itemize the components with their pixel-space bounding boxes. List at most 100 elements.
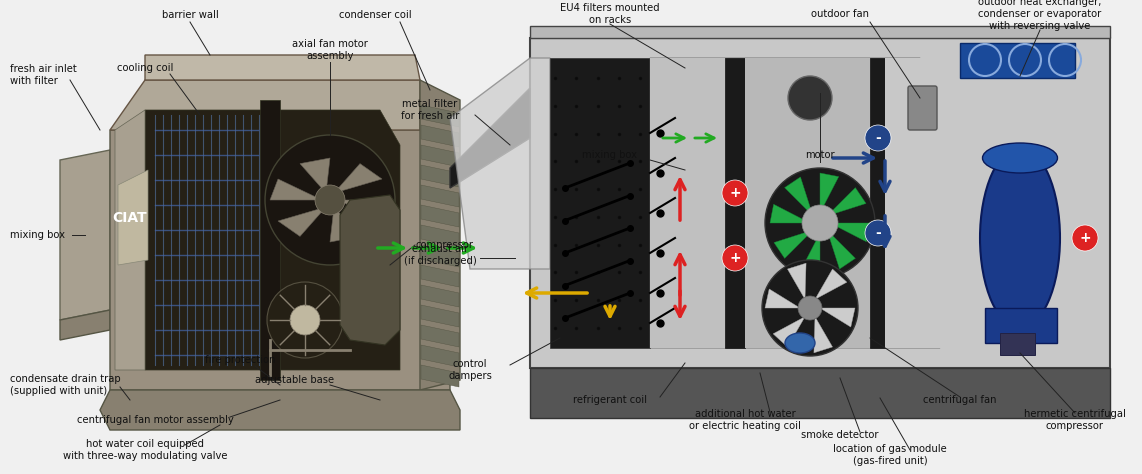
Text: fire protection: fire protection — [204, 355, 275, 365]
Polygon shape — [450, 88, 530, 188]
Text: outdoor heat exchanger,
condenser or evaporator
with reversing valve: outdoor heat exchanger, condenser or eva… — [979, 0, 1102, 31]
Polygon shape — [110, 130, 450, 390]
Polygon shape — [421, 145, 459, 167]
Polygon shape — [770, 204, 810, 223]
Polygon shape — [421, 325, 459, 347]
Circle shape — [315, 185, 345, 215]
Polygon shape — [830, 223, 870, 242]
Text: condenser coil: condenser coil — [339, 10, 411, 20]
FancyBboxPatch shape — [1000, 333, 1035, 355]
Polygon shape — [300, 158, 330, 193]
Text: CIAT: CIAT — [113, 211, 147, 225]
Text: -: - — [875, 226, 880, 240]
Polygon shape — [145, 55, 420, 80]
Text: +: + — [1079, 231, 1091, 245]
Polygon shape — [814, 317, 833, 353]
Circle shape — [788, 76, 833, 120]
Text: +: + — [730, 186, 741, 200]
Text: cooling coil: cooling coil — [116, 63, 174, 73]
Polygon shape — [788, 263, 806, 300]
Polygon shape — [421, 285, 459, 307]
Polygon shape — [745, 58, 870, 348]
Polygon shape — [421, 105, 459, 127]
Polygon shape — [421, 245, 459, 267]
FancyBboxPatch shape — [986, 308, 1057, 343]
Polygon shape — [421, 265, 459, 287]
Circle shape — [765, 168, 875, 278]
Polygon shape — [145, 110, 400, 370]
Text: motor: motor — [805, 150, 835, 160]
Ellipse shape — [785, 333, 815, 353]
Polygon shape — [61, 150, 110, 320]
Polygon shape — [61, 310, 110, 340]
Circle shape — [762, 260, 858, 356]
Ellipse shape — [982, 143, 1057, 173]
Polygon shape — [270, 179, 322, 200]
Text: outdoor fan: outdoor fan — [811, 9, 869, 19]
Polygon shape — [773, 317, 805, 347]
Text: EU4 filters mounted
on racks: EU4 filters mounted on racks — [561, 3, 660, 25]
Polygon shape — [815, 269, 847, 300]
Polygon shape — [115, 110, 145, 370]
Text: condensate drain trap
(supplied with unit): condensate drain trap (supplied with uni… — [10, 374, 121, 396]
Polygon shape — [421, 185, 459, 207]
Polygon shape — [802, 233, 820, 273]
Polygon shape — [885, 58, 1089, 348]
Ellipse shape — [980, 148, 1060, 328]
Polygon shape — [785, 177, 813, 216]
Circle shape — [722, 180, 748, 206]
Polygon shape — [421, 205, 459, 227]
Polygon shape — [421, 125, 459, 147]
Text: hot water coil equipped
with three-way modulating valve: hot water coil equipped with three-way m… — [63, 439, 227, 461]
Polygon shape — [118, 170, 148, 265]
Text: -: - — [875, 131, 880, 145]
Polygon shape — [421, 365, 459, 387]
Circle shape — [265, 135, 395, 265]
Polygon shape — [820, 173, 838, 213]
FancyBboxPatch shape — [530, 368, 1110, 418]
Text: mixing box: mixing box — [10, 230, 65, 240]
Text: hermetic centrifugal
compressor: hermetic centrifugal compressor — [1024, 409, 1126, 431]
Text: metal filter
for fresh air: metal filter for fresh air — [401, 99, 459, 121]
Text: refrigerant coil: refrigerant coil — [573, 395, 648, 405]
Polygon shape — [765, 289, 801, 308]
Polygon shape — [421, 305, 459, 327]
Polygon shape — [650, 58, 960, 348]
Text: additional hot water
or electric heating coil: additional hot water or electric heating… — [689, 409, 801, 431]
Text: location of gas module
(gas-fired unit): location of gas module (gas-fired unit) — [834, 444, 947, 466]
Circle shape — [864, 125, 891, 151]
FancyBboxPatch shape — [530, 38, 1110, 368]
Polygon shape — [827, 230, 855, 269]
Polygon shape — [827, 188, 866, 216]
Polygon shape — [333, 164, 381, 193]
Text: fresh air inlet
with filter: fresh air inlet with filter — [10, 64, 77, 86]
Polygon shape — [421, 225, 459, 247]
Text: centrifugal fan motor assembly: centrifugal fan motor assembly — [77, 415, 233, 425]
Text: smoke detector: smoke detector — [802, 430, 878, 440]
Text: compressor: compressor — [415, 240, 473, 250]
Polygon shape — [260, 100, 280, 380]
Polygon shape — [450, 58, 550, 269]
Text: +: + — [730, 251, 741, 265]
Polygon shape — [278, 207, 325, 237]
Text: barrier wall: barrier wall — [162, 10, 218, 20]
Circle shape — [864, 220, 891, 246]
Polygon shape — [338, 200, 391, 221]
Circle shape — [722, 245, 748, 271]
Polygon shape — [421, 345, 459, 367]
Polygon shape — [420, 80, 460, 390]
Polygon shape — [650, 58, 725, 348]
Polygon shape — [550, 58, 650, 348]
Text: exhaust air
(if discharged): exhaust air (if discharged) — [403, 244, 476, 266]
Text: centrifugal fan: centrifugal fan — [923, 395, 997, 405]
Polygon shape — [100, 390, 460, 430]
Polygon shape — [725, 58, 745, 348]
Circle shape — [798, 296, 822, 320]
FancyBboxPatch shape — [960, 43, 1075, 78]
Circle shape — [290, 305, 320, 335]
Circle shape — [1072, 225, 1097, 251]
Text: axial fan motor
assembly: axial fan motor assembly — [292, 39, 368, 61]
Polygon shape — [820, 308, 855, 327]
FancyBboxPatch shape — [908, 86, 936, 130]
Polygon shape — [110, 80, 420, 130]
